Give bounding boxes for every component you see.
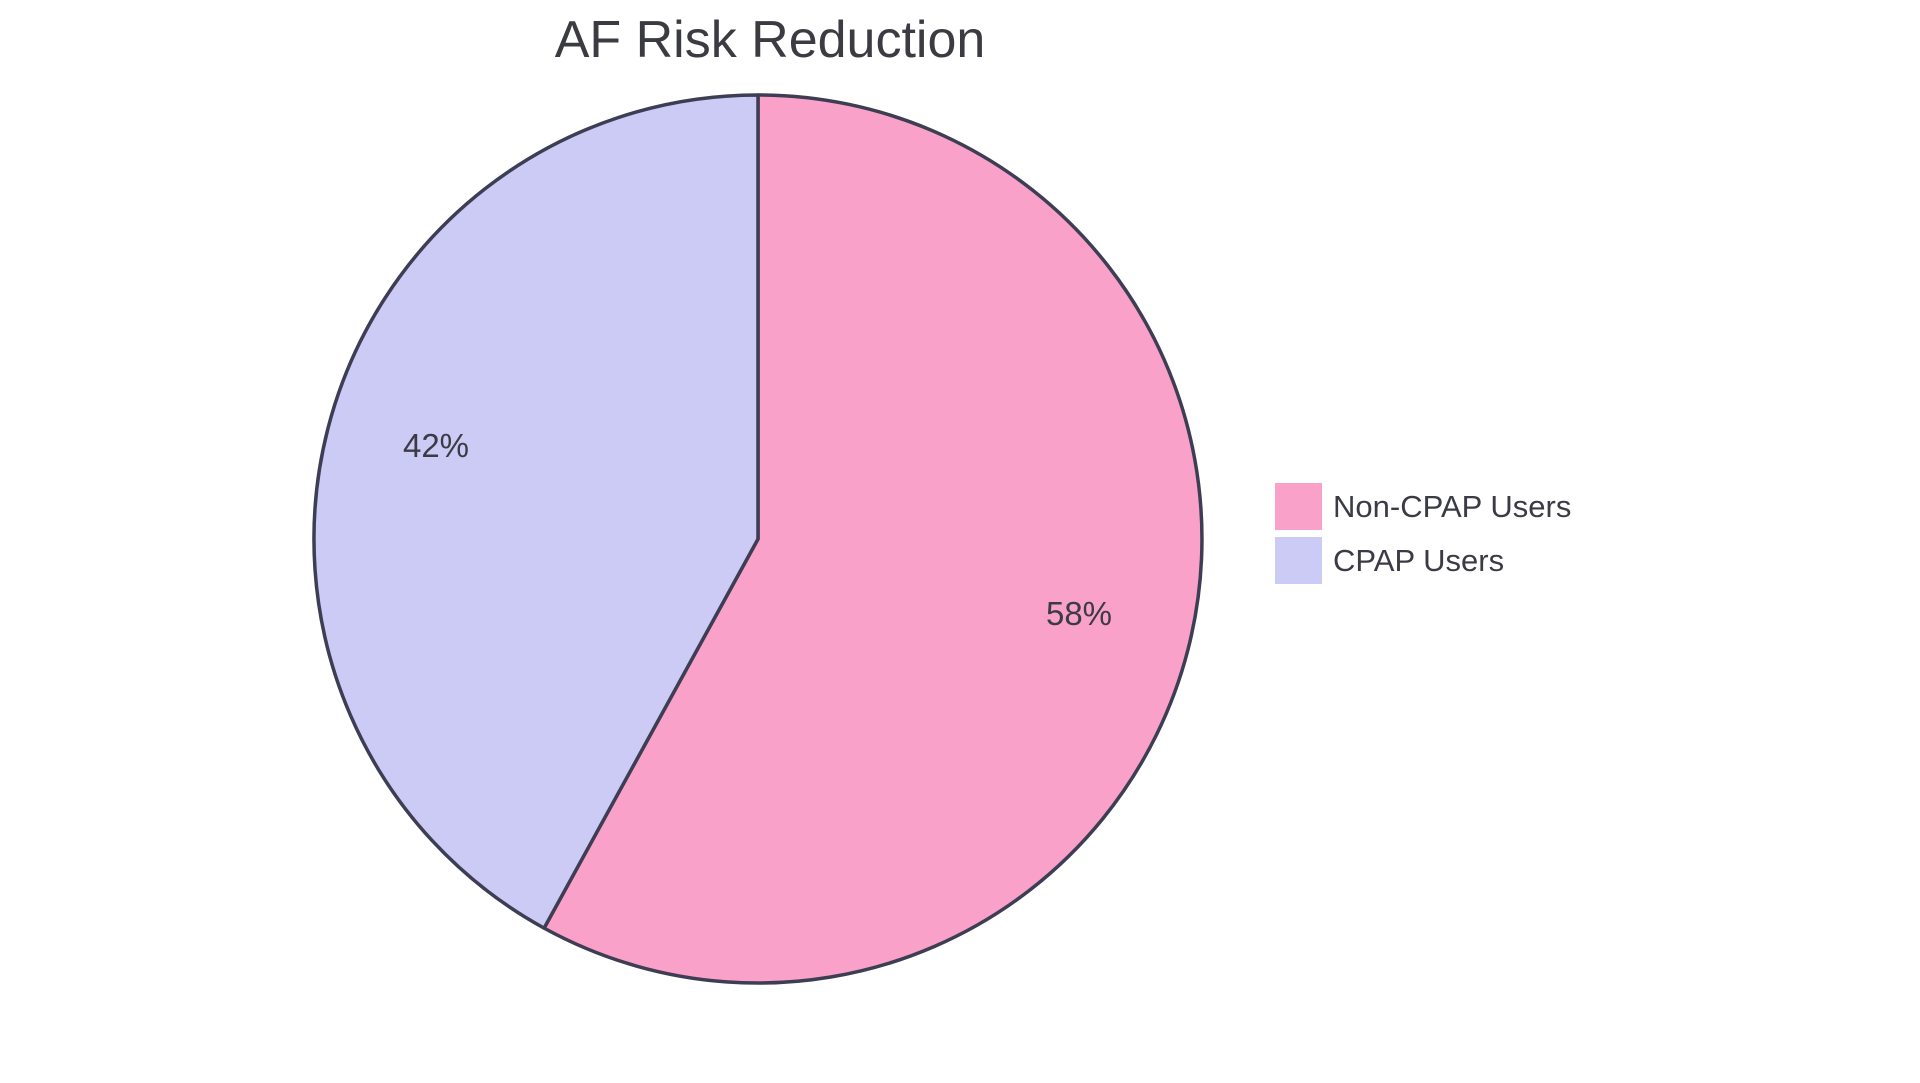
- legend-swatch-cpap-users: [1275, 537, 1322, 584]
- legend-swatch-non-cpap-users: [1275, 483, 1322, 530]
- chart-title: AF Risk Reduction: [554, 11, 986, 69]
- legend-label-non-cpap-users: Non-CPAP Users: [1333, 488, 1572, 524]
- pie-slice-non-cpap-users[interactable]: [542, 93, 1204, 985]
- legend: Non-CPAP Users CPAP Users: [1275, 483, 1571, 584]
- legend-item-cpap-users[interactable]: CPAP Users: [1275, 537, 1571, 584]
- slice-label-cpap-users: 42%: [403, 427, 469, 464]
- slice-label-non-cpap-users: 58%: [1046, 595, 1112, 632]
- legend-label-cpap-users: CPAP Users: [1333, 542, 1505, 578]
- legend-item-non-cpap-users[interactable]: Non-CPAP Users: [1275, 483, 1571, 530]
- pie-slice-cpap-users[interactable]: [312, 93, 760, 930]
